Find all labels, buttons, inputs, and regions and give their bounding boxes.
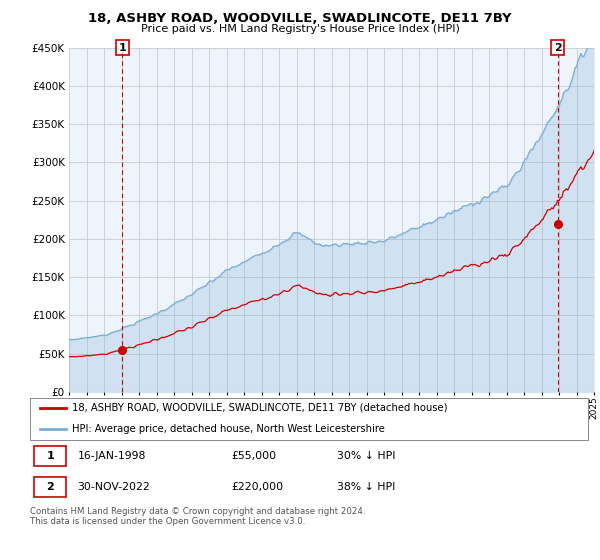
Text: Price paid vs. HM Land Registry's House Price Index (HPI): Price paid vs. HM Land Registry's House … <box>140 24 460 34</box>
Text: £55,000: £55,000 <box>231 451 276 461</box>
Text: 1: 1 <box>46 451 54 461</box>
Text: 2: 2 <box>46 482 54 492</box>
Text: £220,000: £220,000 <box>231 482 283 492</box>
Text: 18, ASHBY ROAD, WOODVILLE, SWADLINCOTE, DE11 7BY: 18, ASHBY ROAD, WOODVILLE, SWADLINCOTE, … <box>88 12 512 25</box>
Text: 2: 2 <box>554 43 562 53</box>
Text: 38% ↓ HPI: 38% ↓ HPI <box>337 482 395 492</box>
Text: Contains HM Land Registry data © Crown copyright and database right 2024.
This d: Contains HM Land Registry data © Crown c… <box>30 507 365 526</box>
FancyBboxPatch shape <box>34 477 66 497</box>
Text: HPI: Average price, detached house, North West Leicestershire: HPI: Average price, detached house, Nort… <box>72 424 385 433</box>
FancyBboxPatch shape <box>34 446 66 466</box>
Text: 16-JAN-1998: 16-JAN-1998 <box>77 451 146 461</box>
Text: 18, ASHBY ROAD, WOODVILLE, SWADLINCOTE, DE11 7BY (detached house): 18, ASHBY ROAD, WOODVILLE, SWADLINCOTE, … <box>72 403 448 413</box>
Text: 30% ↓ HPI: 30% ↓ HPI <box>337 451 395 461</box>
Text: 1: 1 <box>118 43 126 53</box>
Text: 30-NOV-2022: 30-NOV-2022 <box>77 482 150 492</box>
